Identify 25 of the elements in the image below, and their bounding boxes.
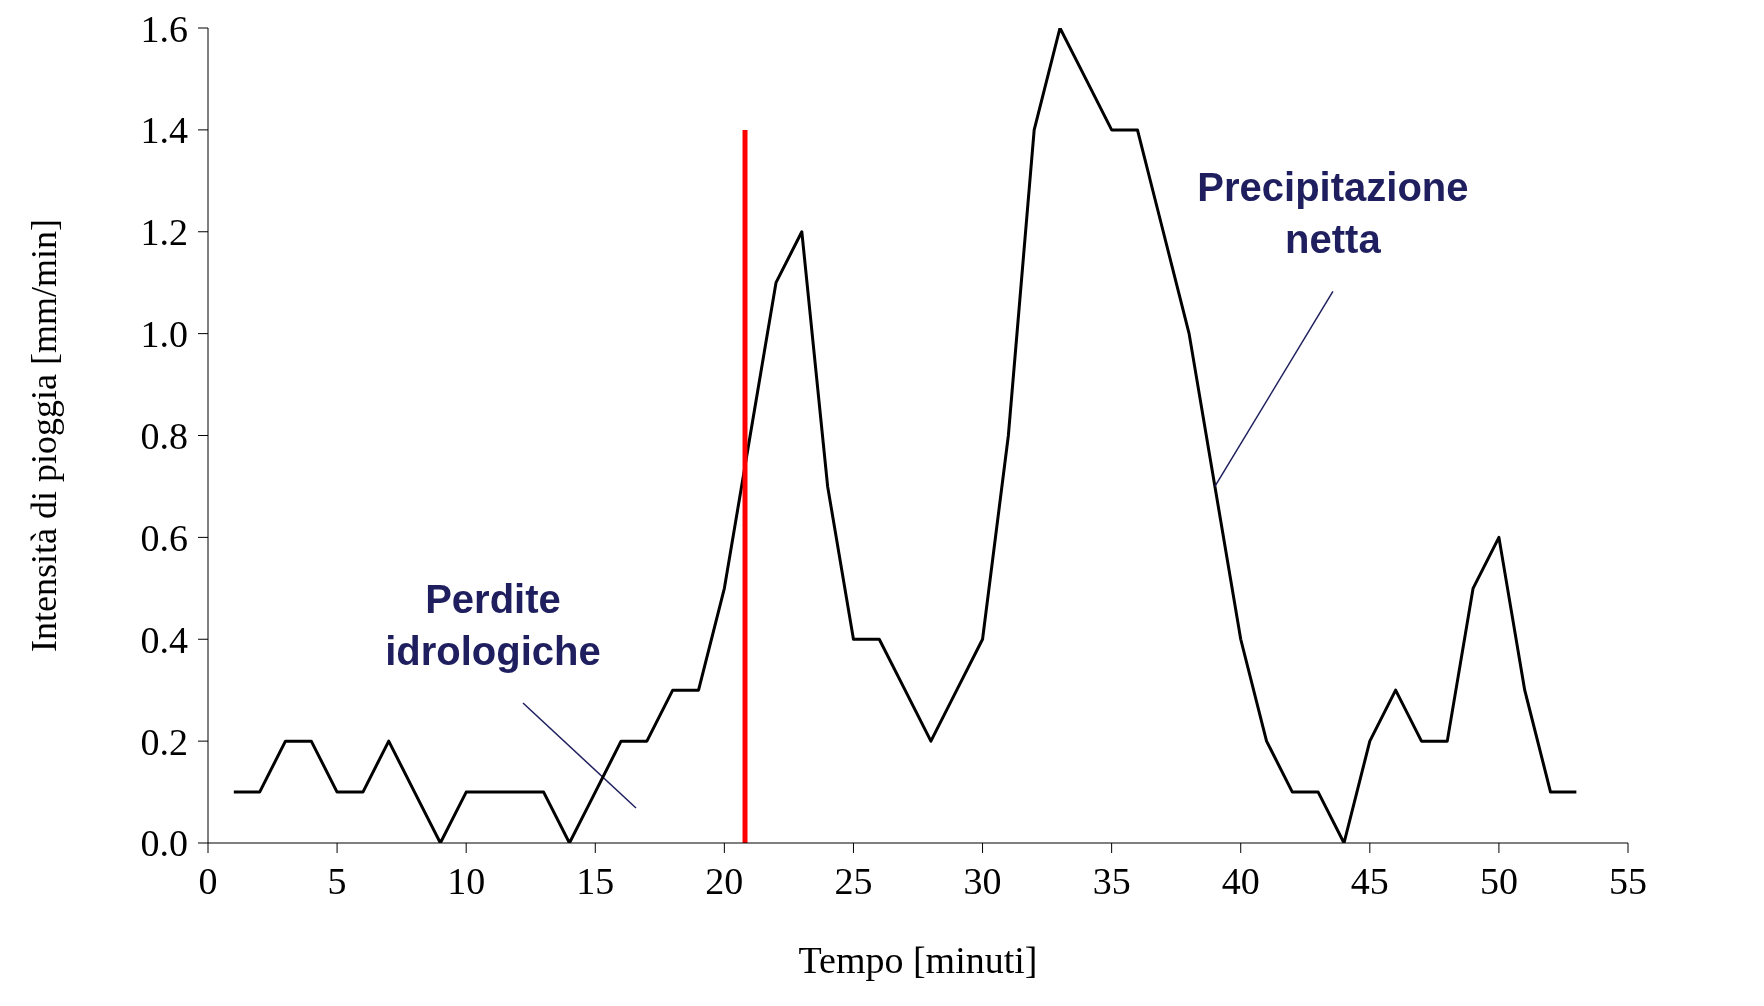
y-tick-label: 1.0	[140, 313, 188, 356]
y-tick-label: 0.8	[140, 414, 188, 457]
y-tick-label: 1.4	[140, 109, 188, 152]
y-tick-label: 0.6	[140, 516, 188, 559]
annotation: Precipitazione netta	[1197, 165, 1469, 262]
x-tick-label: 5	[327, 859, 347, 902]
x-tick-label: 20	[705, 859, 744, 902]
y-tick-label: 0.2	[140, 720, 188, 763]
x-tick-label: 55	[1609, 859, 1647, 902]
x-tick-label: 15	[576, 859, 615, 902]
x-tick-label: 10	[447, 859, 486, 902]
y-tick-label: 0.0	[140, 822, 188, 865]
annotation: Perdite idrologiche	[385, 577, 601, 673]
x-tick-label: 40	[1221, 859, 1260, 902]
x-tick-label: 30	[963, 859, 1002, 902]
y-axis-title: Intensità di pioggia [mm/min]	[23, 219, 64, 652]
y-tick-label: 0.4	[140, 618, 188, 661]
x-tick-label: 0	[198, 859, 218, 902]
x-tick-label: 25	[834, 859, 873, 902]
x-tick-label: 50	[1479, 859, 1518, 902]
y-tick-label: 1.6	[140, 7, 188, 50]
x-tick-label: 45	[1350, 859, 1389, 902]
x-axis-title: Tempo [minuti]	[798, 939, 1038, 981]
y-tick-label: 1.2	[140, 211, 188, 254]
x-tick-label: 35	[1092, 859, 1131, 902]
